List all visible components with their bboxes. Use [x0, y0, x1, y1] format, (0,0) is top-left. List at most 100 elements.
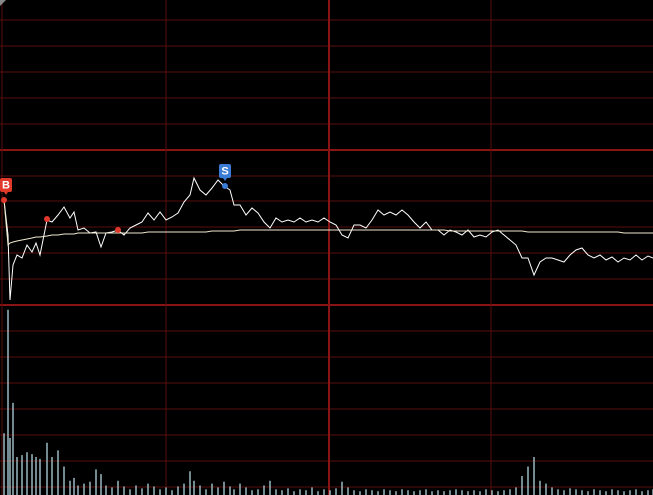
volume-bar — [223, 481, 225, 495]
volume-bar — [305, 490, 307, 495]
volume-bar — [317, 491, 319, 495]
volume-bar — [165, 487, 167, 495]
signal-pointer — [4, 192, 8, 195]
volume-bar — [401, 489, 403, 495]
price-line — [3, 176, 653, 301]
volume-bar — [413, 491, 415, 495]
volume-bar — [211, 483, 213, 495]
volume-bar — [171, 490, 173, 495]
volume-bar — [21, 455, 23, 495]
volume-bar — [9, 438, 11, 495]
volume-bar — [587, 491, 589, 495]
volume-bar — [69, 480, 71, 495]
volume-bar — [199, 485, 201, 495]
volume-bar — [269, 480, 271, 495]
volume-bar — [31, 454, 33, 495]
volume-bar — [251, 490, 253, 495]
volume-bar — [533, 457, 535, 495]
volume-bar — [461, 490, 463, 495]
average-line — [3, 199, 653, 247]
volume-bar — [35, 457, 37, 495]
signal-badge — [0, 178, 12, 192]
volume-bar — [341, 481, 343, 495]
volume-bar — [46, 442, 48, 495]
volume-bar — [599, 490, 601, 495]
volume-bar — [611, 489, 613, 495]
signal-label: S — [221, 165, 228, 177]
volume-bar — [217, 487, 219, 495]
volume-bar — [623, 491, 625, 495]
volume-bar — [557, 489, 559, 495]
volume-bar — [83, 483, 85, 495]
volume-bar — [117, 480, 119, 495]
volume-bar — [431, 491, 433, 495]
signal-badge — [219, 164, 231, 178]
volume-bar — [371, 490, 373, 495]
volume-bar — [383, 489, 385, 495]
volume-bar — [485, 489, 487, 495]
volume-bar — [509, 489, 511, 495]
volume-bar — [395, 491, 397, 495]
volume-bar — [57, 450, 59, 495]
volume-bar — [233, 489, 235, 495]
volume-bar — [229, 486, 231, 495]
volume-bar — [111, 487, 113, 495]
volume-bar — [89, 481, 91, 495]
volume-bar — [7, 309, 9, 495]
volume-bar — [3, 433, 5, 495]
volume-bar — [377, 491, 379, 495]
volume-bar — [263, 485, 265, 495]
volume-bar — [77, 485, 79, 495]
volume-bar — [419, 490, 421, 495]
trade-point — [115, 227, 121, 233]
volume-bar — [299, 489, 301, 495]
volume-bar — [323, 489, 325, 495]
volume-bar — [635, 489, 637, 495]
volume-bar — [105, 485, 107, 495]
signal-label: B — [2, 179, 10, 191]
volume-bar — [353, 490, 355, 495]
volume-bar — [73, 477, 75, 495]
volume-bar — [647, 490, 649, 495]
volume-bar — [563, 490, 565, 495]
volume-bar — [581, 490, 583, 495]
volume-bar — [467, 491, 469, 495]
volume-bar — [329, 490, 331, 495]
volume-bar — [193, 480, 195, 495]
volume-bar — [443, 491, 445, 495]
volume-bar — [159, 489, 161, 495]
volume-bar — [287, 488, 289, 495]
trade-point — [44, 216, 50, 222]
volume-bar — [281, 490, 283, 495]
volume-bar — [479, 491, 481, 495]
volume-bar — [95, 469, 97, 495]
volume-bar — [503, 490, 505, 495]
volume-bar — [39, 458, 41, 495]
volume-bar — [12, 402, 14, 495]
volume-bar — [593, 489, 595, 495]
volume-bar — [335, 488, 337, 495]
volume-bar — [605, 491, 607, 495]
volume-bar — [293, 491, 295, 495]
volume-bar — [569, 488, 571, 495]
volume-bar — [257, 489, 259, 495]
volume-bar — [347, 487, 349, 495]
volume-bar — [16, 457, 18, 495]
volume-bar — [455, 489, 457, 495]
signal-point — [222, 183, 228, 189]
volume-bar — [147, 483, 149, 495]
volume-bar — [641, 491, 643, 495]
volume-bar — [629, 490, 631, 495]
signal-pointer — [223, 178, 227, 181]
volume-bar — [539, 480, 541, 495]
volume-bar — [473, 490, 475, 495]
volume-bar — [389, 490, 391, 495]
volume-bar — [491, 490, 493, 495]
volume-bar — [141, 488, 143, 495]
volume-bar — [245, 487, 247, 495]
volume-bar — [205, 489, 207, 495]
volume-bar — [575, 489, 577, 495]
volume-bar — [545, 483, 547, 495]
